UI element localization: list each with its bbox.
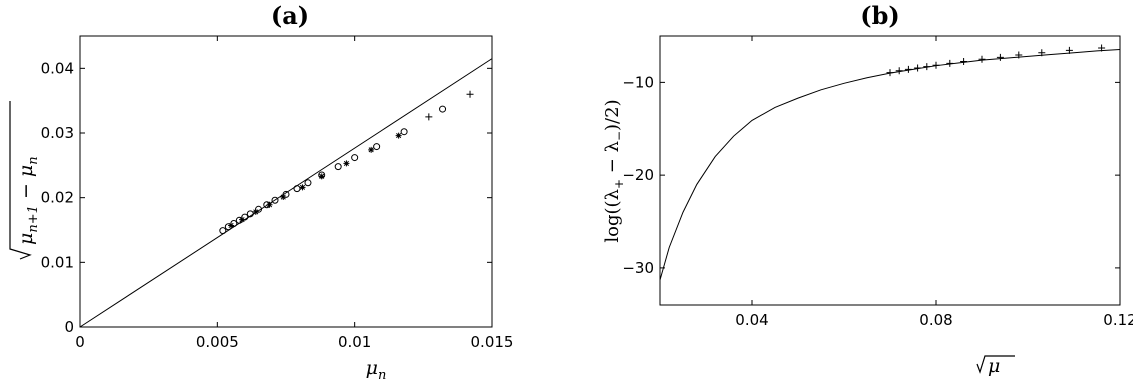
data-point-star bbox=[239, 216, 246, 223]
y-tick-label: 0.01 bbox=[41, 253, 74, 271]
data-point-plus bbox=[1015, 51, 1023, 59]
panel-b: (b) 0.04 0.08 0.12 −30 −20 −10 μ log((λ+ − λ… bbox=[602, 1, 1133, 377]
x-tick-label: 0.01 bbox=[338, 333, 371, 351]
panel-b-y-ticks: −30 −20 −10 bbox=[622, 73, 1120, 277]
panel-b-frame bbox=[659, 35, 1121, 306]
data-point-star bbox=[318, 173, 325, 180]
data-point-circle bbox=[373, 143, 381, 151]
data-point-star bbox=[343, 160, 350, 167]
panel-a-ylabel: μn+1 − μn bbox=[9, 101, 41, 260]
panel-a-frame bbox=[79, 35, 493, 328]
data-point-circle bbox=[334, 163, 342, 171]
y-tick-label: −10 bbox=[622, 73, 654, 91]
data-point-plus bbox=[425, 113, 433, 121]
panel-a-data bbox=[79, 58, 493, 328]
series-line bbox=[659, 48, 1121, 281]
svg-text:μ: μ bbox=[988, 355, 1000, 377]
data-point-star bbox=[252, 208, 259, 215]
panel-b-x-ticks: 0.04 0.08 0.12 bbox=[735, 36, 1133, 329]
data-point-plus bbox=[978, 55, 986, 63]
panel-a-x-ticks: 0 0.005 0.01 0.015 bbox=[75, 36, 513, 351]
data-point-plus bbox=[923, 63, 931, 71]
x-tick-label: 0 bbox=[75, 333, 85, 351]
panel-b-ylabel: log((λ+ − λ−)/2) bbox=[602, 99, 626, 242]
data-point-plus bbox=[1065, 46, 1073, 54]
panel-b-data bbox=[659, 44, 1121, 281]
data-point-plus bbox=[946, 59, 954, 67]
x-tick-label: 0.015 bbox=[471, 333, 514, 351]
data-point-plus bbox=[1038, 49, 1046, 57]
data-point-circle bbox=[271, 196, 279, 204]
panel-b-xlabel: μ bbox=[976, 355, 1015, 377]
data-point-star bbox=[228, 222, 235, 229]
panel-a-xlabel: μn bbox=[366, 357, 387, 383]
data-point-plus bbox=[996, 53, 1004, 61]
y-tick-label: 0.02 bbox=[41, 189, 74, 207]
data-point-star bbox=[299, 184, 306, 191]
data-point-star bbox=[395, 132, 402, 139]
y-tick-label: 0.03 bbox=[41, 124, 74, 142]
series-line bbox=[79, 58, 493, 328]
panel-b-title: (b) bbox=[860, 1, 900, 30]
data-point-star bbox=[266, 201, 273, 208]
data-point-plus bbox=[886, 69, 894, 77]
x-tick-label: 0.12 bbox=[1103, 311, 1133, 329]
panel-a-title: (a) bbox=[271, 1, 309, 30]
data-point-circle bbox=[351, 154, 359, 162]
panel-a: (a) 0 0.005 0.01 0.015 0 0.01 0.02 0.03 0.04 μn… bbox=[9, 1, 513, 383]
data-point-plus bbox=[895, 67, 903, 75]
data-point-star bbox=[280, 194, 287, 201]
data-point-plus bbox=[932, 61, 940, 69]
y-tick-label: −20 bbox=[622, 166, 654, 184]
data-point-circle bbox=[439, 105, 447, 113]
x-tick-label: 0.005 bbox=[196, 333, 239, 351]
x-tick-label: 0.04 bbox=[735, 311, 768, 329]
data-point-plus bbox=[904, 65, 912, 73]
data-point-circle bbox=[304, 179, 312, 187]
data-point-circle bbox=[400, 128, 408, 136]
y-tick-label: −30 bbox=[622, 259, 654, 277]
data-point-plus bbox=[1098, 44, 1106, 52]
x-tick-label: 0.08 bbox=[919, 311, 952, 329]
panel-a-y-ticks: 0 0.01 0.02 0.03 0.04 bbox=[41, 59, 492, 336]
data-point-star bbox=[368, 146, 375, 153]
y-tick-label: 0 bbox=[64, 318, 74, 336]
y-tick-label: 0.04 bbox=[41, 59, 74, 77]
data-point-plus bbox=[960, 58, 968, 66]
svg-text:μn+1 − μn: μn+1 − μn bbox=[15, 156, 41, 245]
data-point-plus bbox=[914, 64, 922, 72]
data-point-plus bbox=[466, 90, 474, 98]
